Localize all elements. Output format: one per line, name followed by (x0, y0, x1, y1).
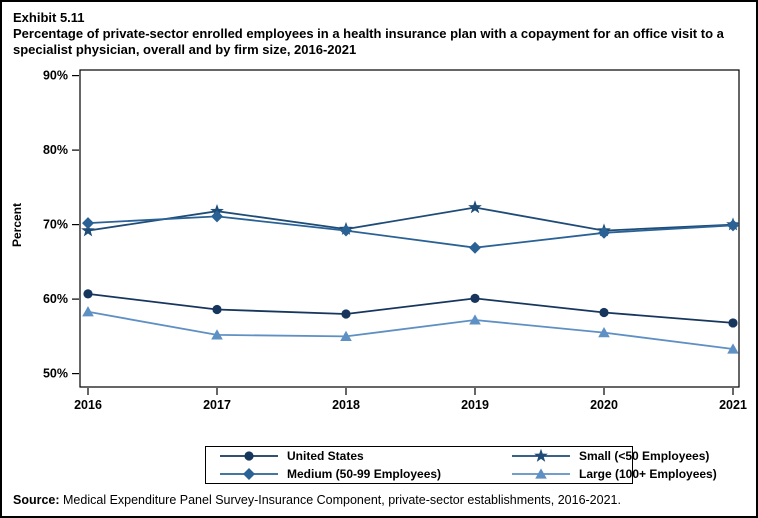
y-tick-label-80: 80% (43, 143, 68, 157)
star-marker (534, 448, 548, 462)
y-tick-label-90: 90% (43, 69, 68, 83)
y-axis-title-wrap: Percent (4, 152, 30, 297)
data-point-large-100-employees-2017 (211, 329, 223, 340)
source-line: Source: Medical Expenditure Panel Survey… (13, 493, 753, 507)
chart-title: Percentage of private-sector enrolled em… (13, 26, 724, 57)
y-tick-label-50: 50% (43, 367, 68, 381)
legend-item-large-100-employees: Large (100+ Employees) (512, 466, 717, 482)
legend-item-united-states: United States (220, 448, 512, 464)
data-point-united-states-2020 (599, 307, 609, 318)
x-tick-label-2018: 2018 (332, 398, 360, 412)
data-point-large-100-employees-2021 (727, 343, 739, 354)
diamond-marker-icon (220, 468, 278, 480)
data-point-medium-50-99-employees-2017 (211, 210, 223, 223)
series-line-united-states (87, 293, 734, 324)
triangle-marker (535, 468, 547, 479)
data-point-large-100-employees-2018 (340, 330, 352, 341)
data-point-medium-50-99-employees-2019 (469, 241, 481, 254)
source-label: Source: (13, 493, 60, 507)
data-point-small-50-employees-2019 (468, 200, 482, 214)
series-line-small-50-employees (87, 206, 734, 232)
x-tick-label-2017: 2017 (203, 398, 231, 412)
data-point-united-states-2021 (728, 318, 738, 328)
legend-label: United States (287, 449, 364, 463)
x-tick-label-2019: 2019 (461, 398, 489, 412)
title-block: Exhibit 5.11 Percentage of private-secto… (13, 10, 751, 58)
legend-label: Small (<50 Employees) (579, 449, 710, 463)
data-point-small-50-employees-2016 (81, 223, 95, 237)
data-point-medium-50-99-employees-2016 (82, 217, 94, 230)
plot-area-border (79, 69, 740, 388)
chart-legend: United States Small (<50 Employees) Medium… (205, 446, 717, 484)
data-point-large-100-employees-2019 (469, 314, 481, 325)
data-point-united-states-2016 (83, 289, 93, 299)
legend-label: Medium (50-99 Employees) (287, 467, 442, 481)
diamond-marker (243, 468, 255, 480)
data-point-large-100-employees-2016 (82, 306, 94, 317)
data-point-united-states-2017 (212, 304, 222, 315)
data-point-medium-50-99-employees-2018 (340, 224, 352, 237)
data-point-medium-50-99-employees-2021 (727, 219, 739, 232)
series-line-medium-50-99-employees (87, 215, 734, 249)
data-point-medium-50-99-employees-2020 (598, 226, 610, 239)
data-point-united-states-2019 (470, 293, 480, 303)
exhibit-label: Exhibit 5.11 (13, 10, 85, 25)
data-point-large-100-employees-2020 (598, 327, 610, 338)
x-tick-label-2020: 2020 (590, 398, 618, 412)
legend-label: Large (100+ Employees) (579, 467, 717, 481)
source-text: Medical Expenditure Panel Survey-Insuran… (59, 493, 621, 507)
series-line-large-100-employees (87, 310, 734, 350)
x-tick-label-2021: 2021 (719, 398, 747, 412)
y-axis-title: Percent (10, 202, 24, 247)
legend-item-small-50-employees: Small (<50 Employees) (512, 448, 717, 464)
y-tick-label-60: 60% (43, 292, 68, 306)
circle-marker-icon (220, 451, 278, 461)
circle-marker (244, 451, 254, 461)
legend-item-medium-50-99-employees: Medium (50-99 Employees) (220, 466, 512, 482)
x-tick-label-2016: 2016 (74, 398, 102, 412)
y-tick-label-70: 70% (43, 218, 68, 232)
triangle-marker-icon (512, 468, 570, 479)
data-point-united-states-2018 (341, 309, 351, 319)
star-marker-icon (512, 448, 570, 462)
